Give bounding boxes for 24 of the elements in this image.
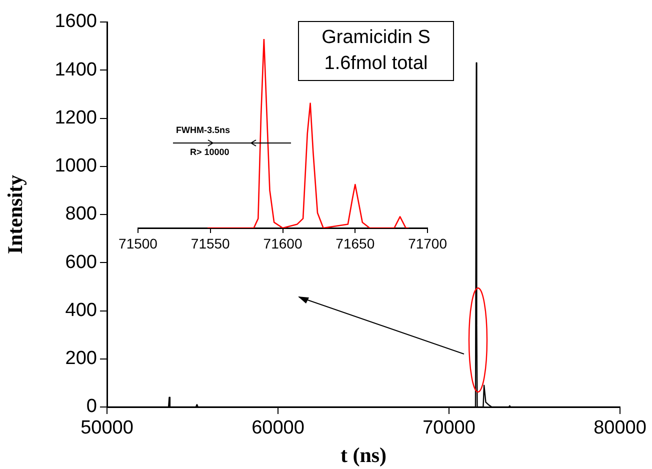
annotation: R> 10000 (190, 147, 230, 157)
y-tick-label: 1000 (54, 156, 97, 177)
y-tick-label: 400 (65, 300, 97, 321)
x-tick-label: 80000 (594, 418, 646, 439)
x-tick-label: 50000 (80, 418, 134, 439)
x-axis-title: t (ns) (340, 442, 387, 467)
x-tick-label: 71550 (190, 235, 230, 252)
annotation: FWHM-3.5ns (176, 125, 230, 135)
x-tick-label: 71600 (263, 235, 302, 252)
x-tick-label: 70000 (422, 418, 476, 439)
y-tick-label: 600 (65, 252, 97, 273)
y-tick-label: 1600 (54, 11, 97, 32)
y-tick-label: 0 (86, 396, 97, 418)
annotation: 1.6fmol total (323, 52, 429, 76)
x-tick-label: 71700 (408, 235, 448, 252)
annotation: Gramicidin S (320, 26, 432, 50)
y-tick-label: 1200 (54, 107, 97, 128)
y-tick-label: 800 (65, 204, 97, 225)
x-tick-label: 71500 (118, 235, 158, 252)
y-tick-label: 1400 (54, 59, 97, 80)
x-tick-label: 71650 (336, 235, 375, 252)
y-tick-label: 200 (65, 348, 97, 370)
x-tick-label: 60000 (252, 418, 304, 439)
y-axis-title: Intensity (3, 174, 28, 254)
